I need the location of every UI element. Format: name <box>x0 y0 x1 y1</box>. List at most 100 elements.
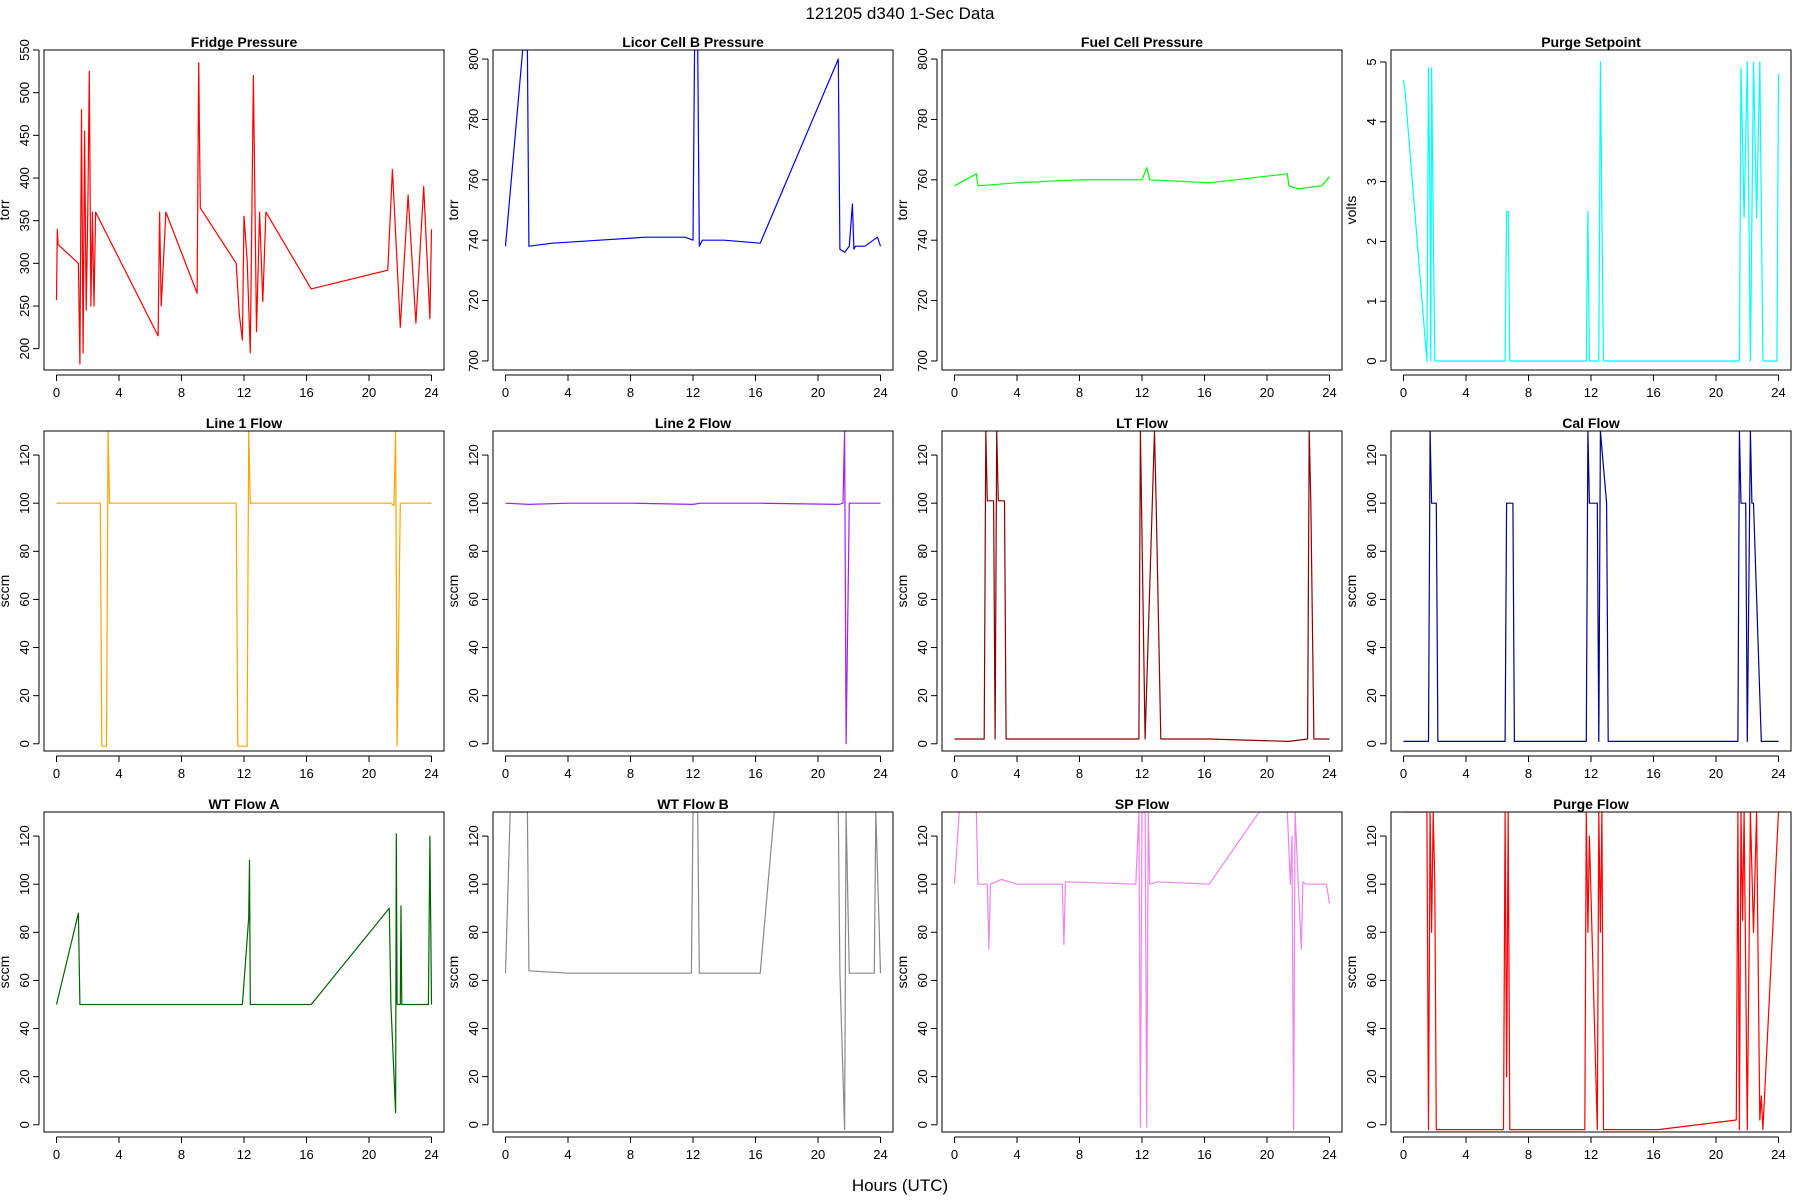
x-axis-wt-flow-a: 0 4 8 12 16 20 24 <box>53 1136 439 1162</box>
panel-sp-flow: SP Flow sccm 0 4 8 12 16 20 24 0 20 40 60 80 100 120 <box>894 796 1343 1162</box>
y-tick-label: 120 <box>17 444 32 466</box>
panel-cal-flow: Cal Flow sccm 0 4 8 12 16 20 24 0 20 40 60 80 100 120 <box>1343 415 1792 781</box>
x-tick-label: 24 <box>873 766 887 781</box>
x-tick-label: 24 <box>1322 766 1336 781</box>
y-tick-label: 60 <box>1364 592 1379 606</box>
y-axis-label-wt-flow-b: sccm <box>445 956 461 989</box>
x-tick-label: 16 <box>299 766 313 781</box>
y-tick-label: 20 <box>17 688 32 702</box>
y-axis-sp-flow: 0 20 40 60 80 100 120 <box>915 825 938 1128</box>
y-tick-label: 100 <box>17 873 32 895</box>
x-tick-label: 4 <box>564 1147 571 1162</box>
x-tick-label: 16 <box>1646 385 1660 400</box>
x-tick-label: 4 <box>564 385 571 400</box>
y-tick-label: 0 <box>915 1121 930 1128</box>
x-axis-line-1-flow: 0 4 8 12 16 20 24 <box>53 755 439 781</box>
x-tick-label: 0 <box>53 385 60 400</box>
y-tick-label: 20 <box>17 1069 32 1083</box>
y-tick-label: 300 <box>17 252 32 274</box>
plot-frame-line-1-flow <box>43 430 445 752</box>
y-tick-label: 0 <box>466 740 481 747</box>
x-tick-label: 20 <box>1260 766 1274 781</box>
plot-frame-purge-flow <box>1390 811 1792 1133</box>
x-tick-label: 12 <box>237 1147 251 1162</box>
y-tick-label: 60 <box>466 973 481 987</box>
panel-fridge-pressure: Fridge Pressure torr 0 4 8 12 16 20 24 200 250 300 3… <box>0 34 445 400</box>
plot-frame-lt-flow <box>941 430 1343 752</box>
x-tick-label: 8 <box>178 1147 185 1162</box>
chart-title-fuel-cell-pressure: Fuel Cell Pressure <box>1081 34 1203 50</box>
y-axis-label-lt-flow: sccm <box>894 575 910 608</box>
y-tick-label: 60 <box>1364 973 1379 987</box>
x-tick-label: 16 <box>1197 766 1211 781</box>
x-tick-label: 20 <box>1260 1147 1274 1162</box>
y-tick-label: 350 <box>17 210 32 232</box>
y-axis-label-fridge-pressure: torr <box>0 199 12 220</box>
x-tick-label: 0 <box>53 1147 60 1162</box>
x-tick-label: 24 <box>873 385 887 400</box>
x-tick-label: 20 <box>1709 385 1723 400</box>
x-tick-label: 20 <box>811 766 825 781</box>
series-line-lt-flow <box>954 431 1330 743</box>
x-axis-fuel-cell-pressure: 0 4 8 12 16 20 24 <box>951 374 1337 400</box>
series-line-wt-flow-b <box>504 812 882 1131</box>
x-tick-label: 4 <box>1462 1147 1469 1162</box>
x-tick-label: 4 <box>1462 385 1469 400</box>
x-axis-wt-flow-b: 0 4 8 12 16 20 24 <box>502 1136 888 1162</box>
x-tick-label: 8 <box>627 1147 634 1162</box>
y-tick-label: 700 <box>466 350 481 372</box>
y-tick-label: 120 <box>1364 444 1379 466</box>
y-tick-label: 740 <box>466 229 481 251</box>
y-tick-label: 100 <box>466 492 481 514</box>
y-tick-label: 120 <box>466 444 481 466</box>
x-tick-label: 16 <box>1197 385 1211 400</box>
x-axis-cal-flow: 0 4 8 12 16 20 24 <box>1400 755 1786 781</box>
y-axis-label-line-1-flow: sccm <box>0 575 12 608</box>
chart-title-wt-flow-b: WT Flow B <box>657 796 729 812</box>
y-tick-label: 400 <box>17 167 32 189</box>
series-line-line-2-flow <box>505 431 881 745</box>
x-tick-label: 24 <box>424 1147 438 1162</box>
y-tick-label: 0 <box>1364 740 1379 747</box>
y-axis-purge-setpoint: 0 1 2 3 4 5 <box>1364 58 1387 365</box>
y-tick-label: 5 <box>1364 58 1379 65</box>
x-tick-label: 12 <box>1584 385 1598 400</box>
x-tick-label: 0 <box>951 1147 958 1162</box>
series-line-cal-flow <box>1403 431 1779 743</box>
x-tick-label: 0 <box>951 385 958 400</box>
y-tick-label: 80 <box>17 544 32 558</box>
y-tick-label: 800 <box>466 48 481 70</box>
x-tick-label: 16 <box>1197 1147 1211 1162</box>
y-tick-label: 20 <box>915 688 930 702</box>
chart-title-line-1-flow: Line 1 Flow <box>206 415 282 431</box>
y-tick-label: 60 <box>915 973 930 987</box>
panel-lt-flow: LT Flow sccm 0 4 8 12 16 20 24 0 20 40 60 80 100 120 <box>894 415 1343 781</box>
x-tick-label: 12 <box>237 385 251 400</box>
y-tick-label: 40 <box>466 640 481 654</box>
y-tick-label: 80 <box>915 544 930 558</box>
y-tick-label: 0 <box>466 1121 481 1128</box>
y-axis-wt-flow-b: 0 20 40 60 80 100 120 <box>466 825 489 1128</box>
x-tick-label: 8 <box>1076 1147 1083 1162</box>
x-tick-label: 0 <box>951 766 958 781</box>
y-tick-label: 200 <box>17 338 32 360</box>
y-axis-wt-flow-a: 0 20 40 60 80 100 120 <box>17 825 40 1128</box>
y-tick-label: 120 <box>466 825 481 847</box>
x-tick-label: 24 <box>873 1147 887 1162</box>
y-tick-label: 100 <box>915 873 930 895</box>
y-tick-label: 250 <box>17 295 32 317</box>
y-tick-label: 60 <box>17 592 32 606</box>
x-tick-label: 24 <box>424 385 438 400</box>
series-line-purge-flow <box>1403 812 1780 1131</box>
x-tick-label: 0 <box>502 1147 509 1162</box>
plot-frame-sp-flow <box>941 811 1343 1133</box>
x-tick-label: 8 <box>627 385 634 400</box>
y-tick-label: 0 <box>1364 1121 1379 1128</box>
plot-frame-cal-flow <box>1390 430 1792 752</box>
x-tick-label: 20 <box>1260 385 1274 400</box>
y-tick-label: 720 <box>466 290 481 312</box>
y-tick-label: 100 <box>915 492 930 514</box>
y-tick-label: 80 <box>915 925 930 939</box>
